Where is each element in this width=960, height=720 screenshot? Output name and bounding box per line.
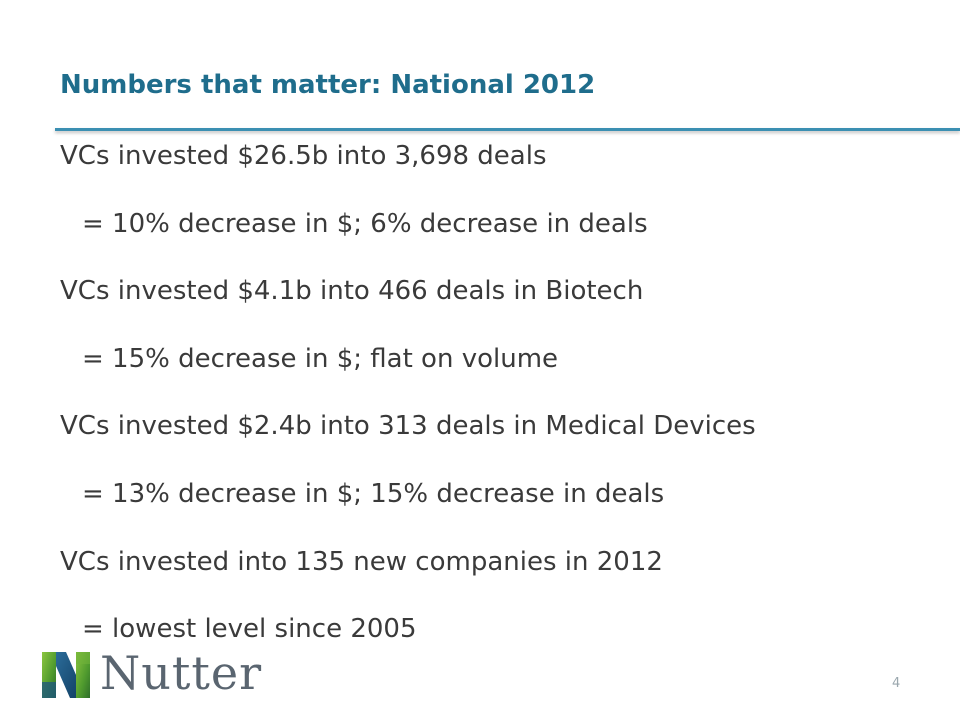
bullet-line: VCs invested into 135 new companies in 2… [60,546,663,577]
logo-wordmark: Nutter [100,646,263,700]
bullet-subline: = lowest level since 2005 [82,614,417,645]
bullet-line: VCs invested $2.4b into 313 deals in Med… [60,411,756,442]
title-divider [55,128,960,131]
bullet-line: VCs invested $4.1b into 466 deals in Bio… [60,276,644,307]
nutter-logo-icon [42,652,90,698]
bullet-line: VCs invested $26.5b into 3,698 deals [60,141,547,171]
bullet-subline: = 10% decrease in $; 6% decrease in deal… [82,208,648,239]
bullet-subline: = 13% decrease in $; 15% decrease in dea… [82,478,665,509]
bullet-list: VCs invested $26.5b into 3,698 deals = 1… [60,132,940,673]
slide-title: Numbers that matter: National 2012 [60,70,596,100]
page-number: 4 [892,676,901,691]
nutter-logo: Nutter [42,646,282,702]
bullet-subline: = 15% decrease in $; flat on volume [82,343,559,374]
